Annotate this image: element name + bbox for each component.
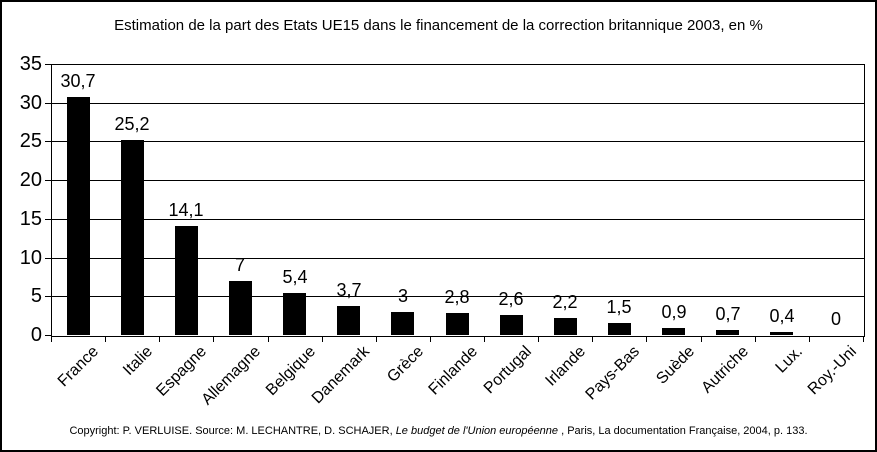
bar xyxy=(67,97,90,335)
y-axis-label: 35 xyxy=(19,53,42,75)
y-axis-tick xyxy=(45,335,51,336)
bar-value-label: 2,2 xyxy=(552,292,578,312)
x-axis-tick xyxy=(159,337,160,342)
x-axis-tick xyxy=(701,337,702,342)
bar-value-label: 14,1 xyxy=(168,200,204,220)
bar xyxy=(121,140,144,335)
plot-area xyxy=(51,64,865,337)
source-book-title: Le budget de l'Union européenne xyxy=(395,425,559,437)
bar-value-label: 0,9 xyxy=(661,302,687,322)
x-axis-tick xyxy=(51,337,52,342)
y-axis-tick xyxy=(45,180,51,181)
x-axis-tick xyxy=(213,337,214,342)
y-axis-tick xyxy=(45,296,51,297)
bar-value-label: 30,7 xyxy=(60,71,96,91)
bar-value-label: 3 xyxy=(397,286,408,306)
bar xyxy=(446,313,469,335)
bar-value-label: 3,7 xyxy=(336,280,362,300)
x-axis-tick xyxy=(484,337,485,342)
y-axis-tick xyxy=(45,219,51,220)
bar-value-label: 5,4 xyxy=(282,267,308,287)
bar xyxy=(229,281,252,335)
bar-value-label: 0,7 xyxy=(715,304,741,324)
x-axis-tick xyxy=(592,337,593,342)
y-axis-label: 10 xyxy=(19,247,42,269)
gridline xyxy=(52,141,864,142)
y-axis-tick xyxy=(45,64,51,65)
bar-value-label: 0 xyxy=(830,309,841,329)
x-axis-tick xyxy=(755,337,756,342)
y-axis-label: 30 xyxy=(19,92,42,114)
bar xyxy=(283,293,306,335)
y-axis-tick xyxy=(45,258,51,259)
bar xyxy=(337,306,360,335)
gridline xyxy=(52,258,864,259)
chart-title: Estimation de la part des Etats UE15 dan… xyxy=(114,17,763,34)
gridline xyxy=(52,219,864,220)
y-axis-label: 25 xyxy=(19,130,42,152)
bar-value-label: 2,8 xyxy=(444,287,470,307)
source-text-prefix: Copyright: P. VERLUISE. Source: M. LECHA… xyxy=(69,425,396,437)
bar xyxy=(175,226,198,335)
bar-value-label: 0,4 xyxy=(769,306,795,326)
bar xyxy=(716,330,739,335)
y-axis-label: 5 xyxy=(30,285,42,307)
source-note: Copyright: P. VERLUISE. Source: M. LECHA… xyxy=(2,424,875,438)
x-axis-tick xyxy=(376,337,377,342)
bar-value-label: 25,2 xyxy=(114,114,150,134)
gridline xyxy=(52,296,864,297)
bar xyxy=(391,312,414,335)
x-axis-tick xyxy=(646,337,647,342)
y-axis-label: 20 xyxy=(19,169,42,191)
bar xyxy=(554,318,577,335)
y-axis-label: 15 xyxy=(19,208,42,230)
x-axis-tick xyxy=(538,337,539,342)
x-axis-tick xyxy=(105,337,106,342)
bar xyxy=(770,332,793,335)
bar-value-label: 2,6 xyxy=(498,289,524,309)
y-axis-label: 0 xyxy=(30,324,42,346)
x-axis-tick xyxy=(268,337,269,342)
x-axis-tick xyxy=(809,337,810,342)
source-text-suffix: , Paris, La documentation Française, 200… xyxy=(558,425,808,437)
y-axis-tick xyxy=(45,141,51,142)
gridline xyxy=(52,180,864,181)
bar-value-label: 1,5 xyxy=(606,297,632,317)
x-axis-tick xyxy=(322,337,323,342)
y-axis-tick xyxy=(45,103,51,104)
bar-value-label: 7 xyxy=(234,255,245,275)
bar xyxy=(500,315,523,335)
gridline xyxy=(52,103,864,104)
bar xyxy=(662,328,685,335)
x-axis-tick xyxy=(430,337,431,342)
bar xyxy=(608,323,631,335)
x-axis-tick xyxy=(863,337,864,342)
